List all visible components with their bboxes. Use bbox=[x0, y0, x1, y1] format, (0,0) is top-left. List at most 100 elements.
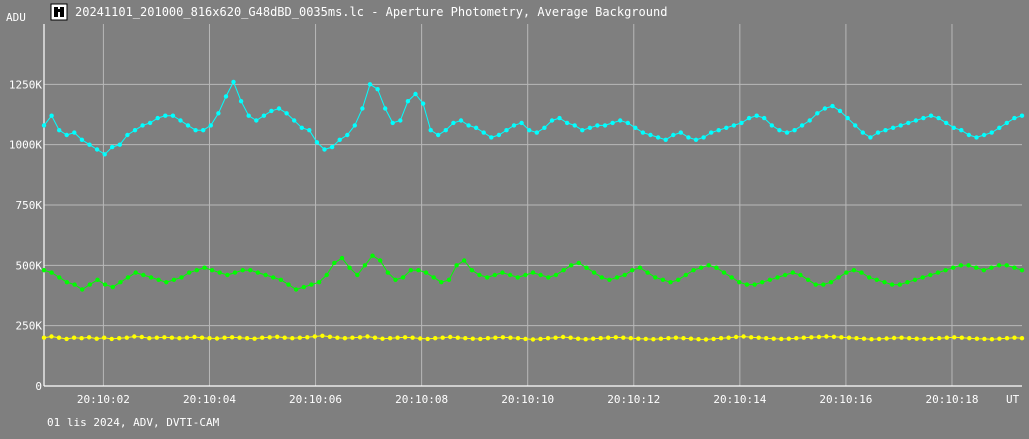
series-line bbox=[43, 80, 1023, 155]
data-point bbox=[400, 275, 406, 280]
x-tick-label: 20:10:08 bbox=[395, 393, 448, 406]
data-point bbox=[569, 263, 574, 268]
data-point bbox=[125, 132, 130, 138]
data-point bbox=[439, 280, 444, 285]
data-point bbox=[49, 113, 54, 118]
data-point bbox=[666, 336, 671, 341]
data-point bbox=[1019, 113, 1025, 118]
data-point bbox=[996, 263, 1002, 268]
data-point bbox=[117, 142, 123, 147]
y-tick-label: 1000K bbox=[9, 139, 42, 152]
x-tick-label: 20:10:02 bbox=[77, 393, 130, 406]
data-point bbox=[741, 334, 746, 339]
data-point bbox=[868, 135, 873, 140]
data-point bbox=[425, 336, 430, 342]
data-point bbox=[816, 334, 822, 340]
data-point bbox=[752, 282, 757, 287]
data-point bbox=[463, 336, 468, 341]
data-point bbox=[618, 118, 623, 123]
data-point bbox=[57, 275, 62, 280]
data-point bbox=[859, 270, 864, 275]
data-point bbox=[706, 263, 711, 268]
data-point bbox=[72, 282, 77, 287]
data-point bbox=[355, 272, 360, 278]
data-point bbox=[801, 335, 806, 340]
data-point bbox=[327, 334, 333, 339]
data-point bbox=[767, 277, 773, 282]
data-point bbox=[815, 111, 820, 116]
data-point bbox=[912, 277, 918, 282]
data-point bbox=[416, 268, 421, 273]
y-tick-label: 0 bbox=[35, 380, 42, 393]
data-point bbox=[854, 336, 859, 341]
data-point bbox=[777, 128, 782, 133]
data-point bbox=[546, 275, 551, 280]
data-point bbox=[519, 120, 524, 126]
chart-title: 20241101_201000_816x620_G48dBD_0035ms.lc… bbox=[75, 5, 667, 19]
data-point bbox=[433, 336, 438, 341]
data-point bbox=[721, 270, 727, 275]
data-point bbox=[784, 130, 790, 135]
data-point bbox=[492, 272, 497, 278]
data-point bbox=[267, 335, 272, 340]
data-point bbox=[171, 277, 177, 282]
data-point bbox=[64, 336, 69, 342]
data-point bbox=[367, 82, 373, 87]
data-point bbox=[102, 152, 107, 157]
data-point bbox=[271, 275, 276, 280]
data-point bbox=[884, 336, 889, 341]
data-point bbox=[782, 272, 788, 278]
data-point bbox=[154, 335, 159, 340]
data-point bbox=[413, 91, 418, 97]
data-point bbox=[836, 275, 841, 280]
data-point bbox=[307, 128, 312, 133]
data-point bbox=[860, 130, 865, 135]
data-point bbox=[762, 115, 767, 121]
data-point bbox=[716, 128, 721, 133]
data-point bbox=[874, 277, 879, 282]
data-point bbox=[110, 144, 115, 150]
data-point bbox=[147, 336, 152, 341]
data-point bbox=[883, 128, 888, 133]
data-point bbox=[335, 335, 340, 340]
series-1 bbox=[41, 253, 1025, 292]
data-point bbox=[771, 336, 776, 341]
data-point bbox=[966, 132, 972, 138]
data-point bbox=[387, 336, 393, 341]
data-point bbox=[920, 275, 925, 280]
data-point bbox=[418, 336, 423, 341]
data-point bbox=[691, 268, 696, 273]
data-point bbox=[711, 336, 716, 342]
app-icon bbox=[50, 3, 68, 21]
data-point bbox=[202, 265, 207, 270]
data-point bbox=[342, 336, 348, 341]
data-point bbox=[500, 270, 505, 275]
data-point bbox=[49, 334, 54, 339]
data-point bbox=[222, 335, 227, 340]
data-point bbox=[49, 270, 54, 275]
data-point bbox=[515, 275, 520, 280]
data-point bbox=[469, 268, 475, 273]
x-axis-label: UT bbox=[1006, 393, 1020, 406]
data-point bbox=[633, 125, 638, 130]
data-point bbox=[139, 334, 144, 340]
x-tick-label: 20:10:14 bbox=[713, 393, 766, 406]
data-point bbox=[598, 336, 603, 341]
data-point bbox=[163, 113, 168, 118]
y-tick-label: 750K bbox=[16, 199, 43, 212]
data-point bbox=[651, 337, 656, 342]
data-point bbox=[898, 123, 903, 128]
data-point bbox=[545, 336, 551, 341]
data-point bbox=[286, 282, 291, 287]
data-point bbox=[489, 135, 494, 140]
data-point bbox=[837, 108, 843, 114]
data-point bbox=[299, 125, 304, 130]
data-point bbox=[630, 268, 635, 273]
data-point bbox=[378, 258, 383, 263]
data-point bbox=[192, 334, 197, 340]
data-point bbox=[320, 333, 325, 338]
x-tick-labels: 20:10:02 20:10:04 20:10:06 20:10:08 20:10:10… bbox=[77, 393, 979, 406]
x-tick-label: 20:10:10 bbox=[501, 393, 554, 406]
data-point bbox=[534, 130, 539, 135]
data-point bbox=[477, 272, 482, 278]
